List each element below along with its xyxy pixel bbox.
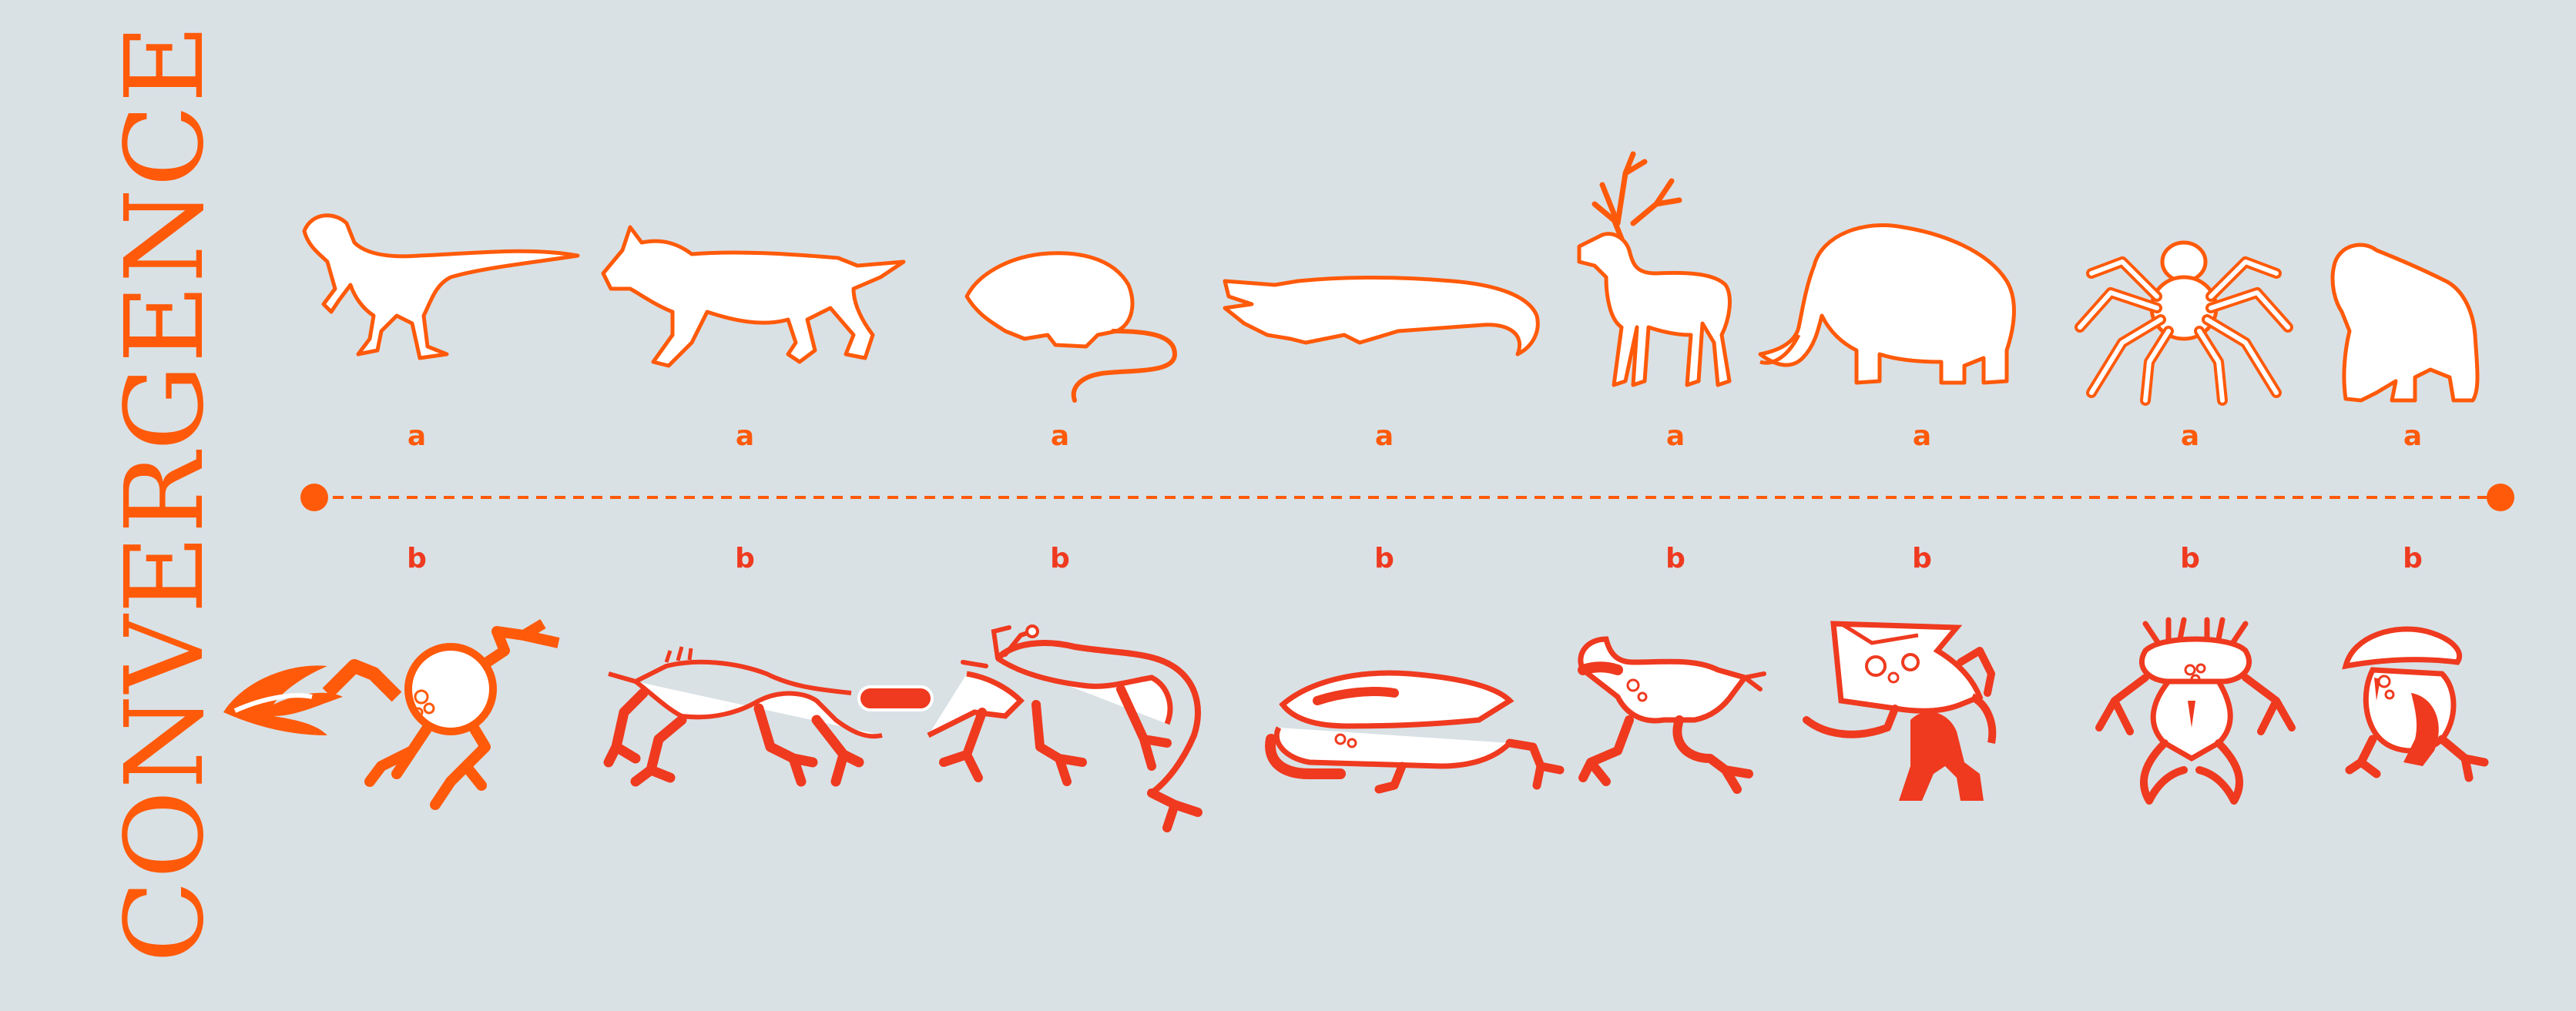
row-b-label: b xyxy=(407,543,427,574)
alien-wolf-creature-icon xyxy=(603,646,934,787)
wolf-icon xyxy=(601,225,906,368)
row-a-label: a xyxy=(407,420,427,452)
row-a-label: a xyxy=(1374,420,1394,452)
spider-icon xyxy=(2075,240,2293,406)
alien-rat-creature-icon xyxy=(927,624,1202,832)
gorilla-icon xyxy=(2330,243,2480,403)
row-b-label: b xyxy=(735,543,755,574)
alien-spider-creature-icon xyxy=(2095,617,2296,805)
row-a-label: a xyxy=(1665,420,1685,452)
row-a-label: a xyxy=(2180,420,2200,452)
row-a-label: a xyxy=(2403,420,2423,452)
row-b-label: b xyxy=(1912,543,1932,574)
alien-raptor-creature-icon xyxy=(223,618,560,810)
alien-deer-creature-icon xyxy=(1578,636,1766,794)
raptor-dinosaur-icon xyxy=(302,213,580,360)
alien-mammoth-creature-icon xyxy=(1803,621,1997,801)
crocodile-icon xyxy=(1223,275,1540,357)
rat-icon xyxy=(964,251,1178,403)
row-b-label: b xyxy=(1374,543,1394,574)
row-a-label: a xyxy=(735,420,755,452)
deer-icon xyxy=(1577,151,1732,387)
row-b-label: b xyxy=(1665,543,1685,574)
row-a-label: a xyxy=(1912,420,1932,452)
alien-gorilla-creature-icon xyxy=(2342,626,2489,782)
row-b-label: b xyxy=(2403,543,2423,574)
axis-end-dot xyxy=(2487,484,2514,511)
row-a-label: a xyxy=(1050,420,1070,452)
row-b-label: b xyxy=(2180,543,2200,574)
mammoth-icon xyxy=(1758,223,2016,385)
axis-start-dot xyxy=(300,484,328,511)
row-b-label: b xyxy=(1050,543,1070,574)
alien-crocodile-creature-icon xyxy=(1265,670,1565,794)
